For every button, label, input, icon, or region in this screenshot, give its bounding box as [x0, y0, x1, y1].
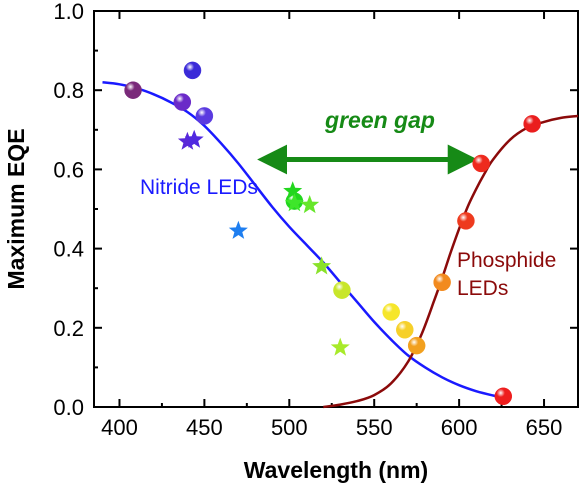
star-marker	[300, 195, 320, 214]
sphere-marker	[173, 93, 192, 111]
y-tick-label: 0.2	[53, 316, 84, 341]
x-tick-label: 500	[271, 415, 308, 440]
y-tick-label: 0.6	[53, 157, 84, 182]
y-axis-title: Maximum EQE	[3, 128, 29, 289]
star-marker	[228, 220, 248, 239]
y-tick-label: 1.0	[53, 0, 84, 24]
x-tick-label: 450	[186, 415, 223, 440]
phosphide-leds-label-line2: LEDs	[457, 277, 508, 300]
phosphide-leds-label-line1: Phosphide	[457, 249, 556, 272]
x-tick-label: 550	[356, 415, 393, 440]
sphere-marker	[433, 273, 451, 292]
x-tick-label: 400	[101, 415, 138, 440]
sphere-marker	[396, 321, 414, 339]
nitride-leds-fit-curve	[102, 81, 502, 399]
green-gap-label: green gap	[324, 107, 435, 133]
sphere-marker	[333, 281, 351, 299]
sphere-marker	[183, 61, 202, 80]
x-tick-label: 650	[526, 415, 563, 440]
sphere-marker	[124, 81, 142, 99]
nitride-leds-label: Nitride LEDs	[140, 176, 258, 199]
sphere-marker	[457, 212, 475, 230]
y-tick-label: 0.8	[53, 78, 84, 103]
y-axis: 0.0 0.2 0.4 0.6 0.8 1.0	[53, 0, 578, 420]
sphere-marker	[523, 115, 541, 133]
star-marker	[312, 256, 332, 275]
x-tick-label: 600	[441, 415, 478, 440]
star-marker	[330, 337, 350, 356]
x-axis: 400 450 500 550 600 650	[101, 11, 562, 440]
sphere-marker	[472, 154, 490, 173]
star-marker	[177, 131, 197, 150]
sphere-marker	[195, 107, 214, 125]
x-axis-title: Wavelength (nm)	[244, 457, 428, 483]
sphere-marker	[382, 303, 400, 321]
sphere-marker	[494, 387, 513, 406]
markers	[124, 61, 541, 406]
sphere-marker	[407, 336, 426, 355]
y-tick-label: 0.0	[53, 395, 84, 420]
star-marker	[284, 193, 304, 212]
y-tick-label: 0.4	[53, 237, 84, 262]
star-marker	[283, 181, 303, 200]
star-marker	[184, 129, 204, 148]
